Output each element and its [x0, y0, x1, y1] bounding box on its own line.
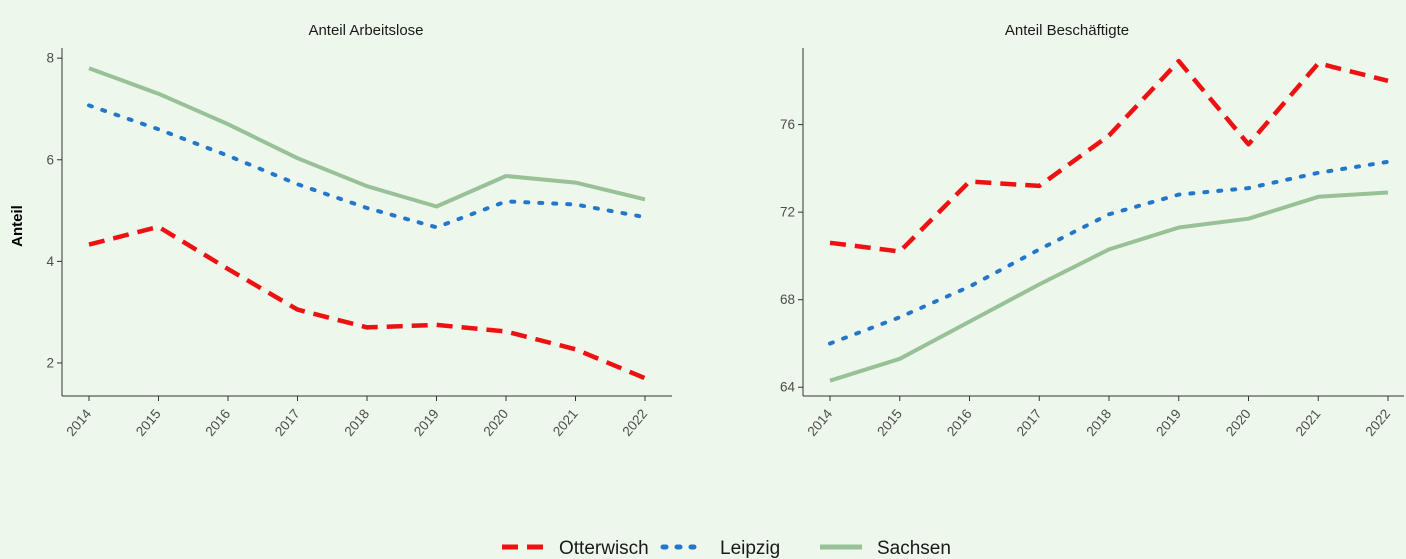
panel-title-beschaeftigte: Anteil Beschäftigte — [1005, 22, 1129, 39]
x-tick-label: 2021 — [550, 406, 581, 439]
x-tick-label: 2017 — [1014, 406, 1045, 439]
series-line-sachsen — [88, 66, 646, 209]
y-tick-label: 4 — [46, 254, 54, 269]
legend: Otterwisch Leipzig Sachsen — [502, 538, 951, 559]
series-line-sachsen — [829, 190, 1389, 383]
y-tick-label: 76 — [780, 117, 795, 132]
x-tick-label: 2018 — [341, 406, 372, 439]
y-tick-label: 68 — [780, 292, 795, 307]
x-tick-label: 2021 — [1293, 406, 1324, 439]
x-tick-label: 2016 — [944, 406, 975, 439]
y-tick-label: 8 — [46, 51, 54, 66]
x-tick-label: 2014 — [63, 406, 94, 439]
panel-0-lines — [87, 66, 647, 381]
x-tick-label: 2015 — [133, 406, 164, 439]
x-tick-label: 2022 — [1362, 406, 1393, 439]
legend-label-leipzig: Leipzig — [720, 538, 780, 559]
x-tick-label: 2020 — [480, 406, 511, 439]
panel-arbeitslose: Anteil Arbeitslose Anteil 2 4 6 8 2014 2015 20… — [9, 22, 672, 439]
y-tick-label: 72 — [780, 205, 795, 220]
x-tick-label: 2016 — [202, 406, 233, 439]
x-tick-label: 2019 — [1153, 406, 1184, 439]
legend-label-otterwisch: Otterwisch — [559, 538, 649, 559]
panel-beschaeftigte: Anteil Beschäftigte 64 68 72 76 2014 2015 2016… — [780, 22, 1404, 439]
panel-title-arbeitslose: Anteil Arbeitslose — [308, 22, 423, 39]
series-line-leipzig — [87, 103, 647, 230]
x-tick-label: 2014 — [804, 406, 835, 439]
y-axis-label: Anteil — [9, 205, 26, 247]
series-line-otterwisch — [829, 58, 1389, 254]
y-tick-label: 2 — [46, 355, 54, 370]
panel-0-ticks: 2 4 6 8 2014 2015 2016 2017 2018 2019 2020 2021 2022 — [46, 48, 672, 439]
legend-label-sachsen: Sachsen — [877, 538, 951, 559]
series-line-otterwisch — [88, 224, 646, 381]
panel-1-lines — [828, 58, 1390, 383]
series-line-leipzig — [828, 159, 1390, 346]
x-tick-label: 2022 — [619, 406, 650, 439]
x-tick-label: 2017 — [272, 406, 303, 439]
x-tick-label: 2015 — [874, 406, 905, 439]
x-tick-label: 2020 — [1223, 406, 1254, 439]
x-tick-label: 2019 — [411, 406, 442, 439]
y-tick-label: 64 — [780, 380, 796, 395]
panel-1-ticks: 64 68 72 76 2014 2015 2016 2017 2018 2019 2020 2021… — [780, 48, 1404, 439]
x-tick-label: 2018 — [1083, 406, 1114, 439]
y-tick-label: 6 — [46, 152, 54, 167]
